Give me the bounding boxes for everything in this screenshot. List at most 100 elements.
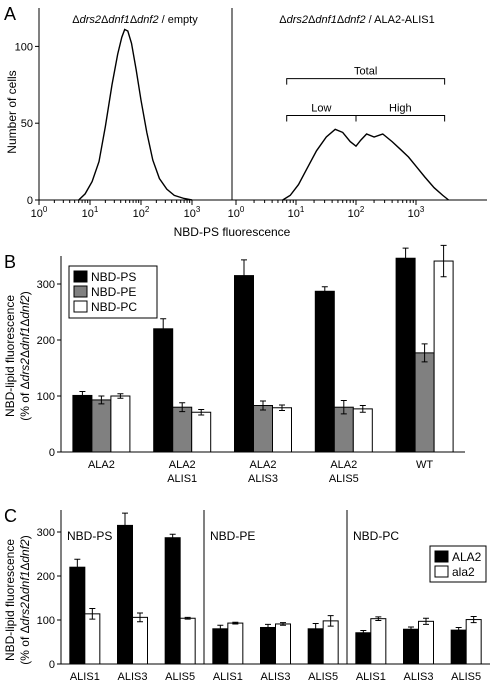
label-part: ) (18, 535, 32, 539)
panel-b-bar (272, 407, 292, 453)
panel-b-bar (395, 257, 416, 453)
panel-a-gate-total (286, 78, 446, 85)
label-part: drs2 (18, 602, 32, 626)
panel-b-category-label: ALIS3 (248, 473, 278, 485)
panel-c-error-bar (423, 617, 429, 625)
panel-c-category-label: ALIS3 (404, 671, 434, 683)
label-part: dnf1 (18, 327, 32, 350)
panel-c-bar (275, 623, 291, 665)
label-part: Δ (18, 319, 32, 327)
panel-a-ytick-label: 0 (27, 195, 33, 207)
panel-a-gate-high (355, 115, 446, 122)
panel-b-legend-label: NBD-PS (91, 270, 136, 284)
panel-b-bar (314, 290, 335, 453)
panel-a-xtick-label: 100 (228, 205, 245, 220)
label-part: Δ (72, 14, 80, 26)
panel-c-error-bar (280, 622, 286, 626)
panel-b-bar (352, 408, 373, 453)
tick-exponent: 0 (43, 205, 48, 214)
panel-c-bar (355, 632, 372, 665)
panel-c-ytick-label: 100 (37, 615, 55, 627)
panel-c-bar (84, 613, 101, 665)
panel-c-bar (117, 524, 133, 665)
panel-c-error-bar (455, 626, 462, 634)
panel-a-histogram-1 (78, 28, 193, 201)
panel-c-category-label: ALIS5 (308, 671, 338, 683)
panel-a-xtick-label: 102 (133, 205, 150, 220)
panel-c-category-label: ALIS1 (213, 671, 243, 683)
panel-a-xtick-label: 101 (288, 205, 305, 220)
panel-c-category-label: ALIS3 (118, 671, 148, 683)
panel-b-error-bar (440, 244, 447, 278)
label-part: dnf1 (18, 571, 32, 594)
panel-c-ytick-label: 300 (37, 527, 55, 539)
label-part: Δ (18, 350, 32, 358)
panel-c-error-bar (408, 626, 414, 632)
panel-b-bar (110, 395, 131, 453)
panel-c-group-title: NBD-PE (210, 529, 255, 543)
panel-b-category-label: ALA2 (330, 459, 357, 471)
label-part: Δ (279, 14, 287, 26)
panel-b-bar (253, 405, 273, 453)
panel-b-error-bar (98, 395, 105, 405)
label-part: dnf2 (18, 295, 32, 319)
panel-b-ylabel-line1: NBD-lipid fluorescence (3, 295, 17, 417)
label-part: Δ (18, 381, 32, 389)
panel-b-error-bar (340, 399, 347, 415)
panel-b-bar (433, 260, 454, 453)
panel-b-legend-swatch (73, 270, 88, 283)
label-part: dnf2 (18, 539, 32, 563)
panel-c-ytick-label: 0 (49, 659, 55, 671)
panel-b-bar (91, 399, 112, 453)
panel-a-xlabel: NBD-PS fluorescence (174, 225, 291, 239)
panel-c-error-bar (327, 615, 334, 627)
panel-c-error-bar (137, 612, 143, 623)
panel-c-bar (69, 566, 86, 665)
panel-label-a: A (4, 4, 16, 24)
panel-c-legend-swatch (434, 565, 449, 578)
panel-c-bar (227, 622, 244, 665)
label-part: dnf1 (315, 14, 336, 26)
panel-c-group-title: NBD-PS (67, 529, 112, 543)
panel-a-ytick-label: 50 (21, 118, 33, 130)
tick-base: 10 (288, 208, 300, 220)
panel-c-category-label: ALIS1 (356, 671, 386, 683)
panel-c-error-bar (217, 624, 224, 633)
label-part: drs2 (287, 14, 308, 26)
label-part: drs2 (80, 14, 101, 26)
panel-b-error-bar (198, 408, 205, 416)
label-part: Δ (101, 14, 109, 26)
panel-b-ylabel-line2: (% of Δdrs2Δdnf1Δdnf2) (18, 291, 32, 420)
label-part: (% of (18, 389, 32, 420)
panel-b-ytick-label: 100 (37, 391, 55, 403)
panel-b-error-bar (321, 286, 328, 297)
panel-b-category-label: ALIS1 (167, 473, 197, 485)
panel-c-bar (370, 618, 387, 665)
label-part: Δ (18, 594, 32, 602)
panel-a-gate-label: Total (354, 66, 377, 78)
panel-c-legend-label: ala2 (452, 565, 475, 579)
panel-b-bar (172, 406, 193, 453)
panel-b-bar (72, 394, 93, 453)
panel-b-ytick-label: 300 (37, 279, 55, 291)
tick-exponent: 1 (94, 205, 99, 214)
panel-a-ytick-label: 100 (15, 41, 33, 53)
panel-c-bar (164, 537, 181, 665)
panel-c-bar (465, 619, 482, 665)
panel-c-bar (418, 620, 434, 665)
panel-b-ytick-label: 200 (37, 335, 55, 347)
tick-exponent: 2 (145, 205, 150, 214)
panel-c-category-label: ALIS5 (451, 671, 481, 683)
panel-c-error-bar (232, 621, 239, 625)
label-part: / ALA2-ALIS1 (366, 14, 435, 26)
panel-c-group-title: NBD-PC (353, 529, 399, 543)
tick-exponent: 3 (196, 205, 201, 214)
panel-c-legend-label: ALA2 (452, 550, 482, 564)
panel-c-bar (212, 628, 229, 665)
panel-c-category-label: ALIS1 (70, 671, 100, 683)
label-part: Δ (18, 625, 32, 633)
panel-c-ylabel-line2: (% of Δdrs2Δdnf1Δdnf2) (18, 535, 32, 664)
panel-c-error-bar (265, 623, 271, 632)
panel-label-b: B (4, 252, 16, 272)
